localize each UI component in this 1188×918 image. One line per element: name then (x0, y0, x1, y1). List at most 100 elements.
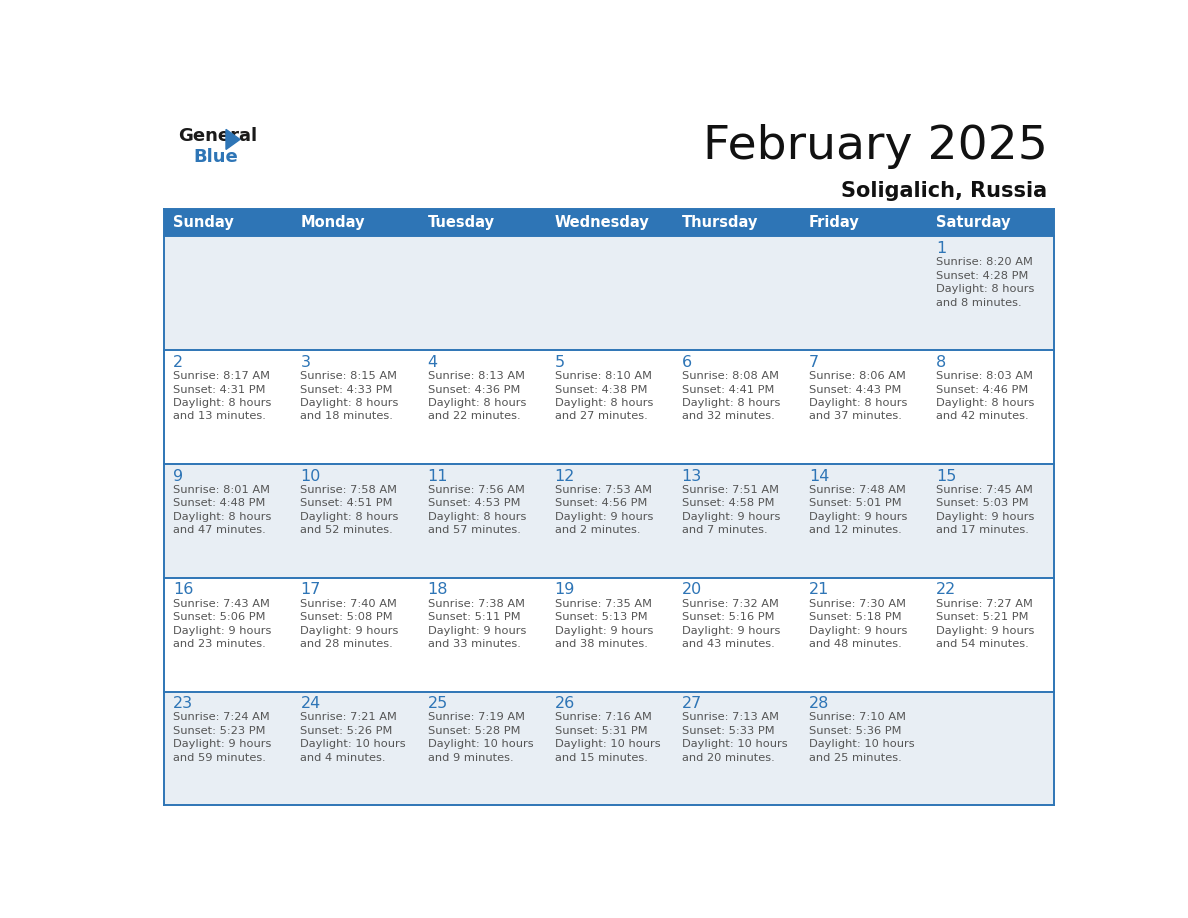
Text: Saturday: Saturday (936, 215, 1011, 230)
Text: Sunrise: 7:27 AM: Sunrise: 7:27 AM (936, 599, 1032, 609)
Text: Sunset: 4:41 PM: Sunset: 4:41 PM (682, 385, 775, 395)
Text: Daylight: 8 hours: Daylight: 8 hours (428, 398, 526, 408)
Text: Sunrise: 7:21 AM: Sunrise: 7:21 AM (301, 712, 397, 722)
Text: Blue: Blue (194, 148, 239, 166)
Text: Sunrise: 7:30 AM: Sunrise: 7:30 AM (809, 599, 905, 609)
Text: Daylight: 10 hours: Daylight: 10 hours (555, 739, 661, 749)
Bar (164, 577, 1054, 691)
Text: Sunrise: 8:20 AM: Sunrise: 8:20 AM (936, 257, 1032, 267)
Text: 19: 19 (555, 583, 575, 598)
Text: Sunset: 4:28 PM: Sunset: 4:28 PM (936, 271, 1029, 281)
Text: 4: 4 (428, 355, 437, 370)
Text: 28: 28 (809, 696, 829, 711)
Text: and 9 minutes.: and 9 minutes. (428, 753, 513, 763)
Text: 27: 27 (682, 696, 702, 711)
Text: 21: 21 (809, 583, 829, 598)
Text: Sunset: 4:36 PM: Sunset: 4:36 PM (428, 385, 520, 395)
Text: Thursday: Thursday (682, 215, 758, 230)
Text: 1: 1 (936, 241, 946, 256)
Bar (164, 465, 1054, 577)
Text: Sunrise: 7:10 AM: Sunrise: 7:10 AM (809, 712, 905, 722)
Text: and 7 minutes.: and 7 minutes. (682, 525, 767, 535)
Text: Daylight: 8 hours: Daylight: 8 hours (301, 398, 399, 408)
Text: 9: 9 (173, 469, 183, 484)
Text: Daylight: 9 hours: Daylight: 9 hours (682, 625, 781, 635)
Text: Sunrise: 8:10 AM: Sunrise: 8:10 AM (555, 371, 651, 381)
Text: and 52 minutes.: and 52 minutes. (301, 525, 393, 535)
Text: 16: 16 (173, 583, 194, 598)
Text: Daylight: 9 hours: Daylight: 9 hours (936, 512, 1035, 521)
Text: 12: 12 (555, 469, 575, 484)
Text: Sunset: 5:28 PM: Sunset: 5:28 PM (428, 726, 520, 736)
Text: and 43 minutes.: and 43 minutes. (682, 639, 775, 649)
Text: Sunset: 5:36 PM: Sunset: 5:36 PM (809, 726, 902, 736)
Text: Sunset: 5:26 PM: Sunset: 5:26 PM (301, 726, 393, 736)
Text: Sunrise: 7:58 AM: Sunrise: 7:58 AM (301, 485, 398, 495)
Text: Sunrise: 7:35 AM: Sunrise: 7:35 AM (555, 599, 651, 609)
Text: Daylight: 10 hours: Daylight: 10 hours (809, 739, 915, 749)
Text: Sunrise: 7:24 AM: Sunrise: 7:24 AM (173, 712, 270, 722)
Text: 15: 15 (936, 469, 956, 484)
Text: 2: 2 (173, 355, 183, 370)
Text: Sunset: 5:01 PM: Sunset: 5:01 PM (809, 498, 902, 509)
Text: Sunset: 4:43 PM: Sunset: 4:43 PM (809, 385, 902, 395)
Text: and 2 minutes.: and 2 minutes. (555, 525, 640, 535)
Text: and 42 minutes.: and 42 minutes. (936, 411, 1029, 421)
Text: Daylight: 8 hours: Daylight: 8 hours (936, 285, 1035, 294)
Text: Sunrise: 8:06 AM: Sunrise: 8:06 AM (809, 371, 905, 381)
Text: Sunrise: 7:16 AM: Sunrise: 7:16 AM (555, 712, 651, 722)
Text: Sunrise: 7:53 AM: Sunrise: 7:53 AM (555, 485, 651, 495)
Text: 11: 11 (428, 469, 448, 484)
Text: Sunset: 5:13 PM: Sunset: 5:13 PM (555, 612, 647, 622)
Text: 8: 8 (936, 355, 946, 370)
Text: Monday: Monday (301, 215, 365, 230)
Text: Friday: Friday (809, 215, 860, 230)
Text: Sunrise: 7:43 AM: Sunrise: 7:43 AM (173, 599, 270, 609)
Text: Sunset: 5:03 PM: Sunset: 5:03 PM (936, 498, 1029, 509)
Text: Sunset: 4:56 PM: Sunset: 4:56 PM (555, 498, 647, 509)
Text: February 2025: February 2025 (702, 124, 1048, 169)
Text: Daylight: 8 hours: Daylight: 8 hours (936, 398, 1035, 408)
Text: 26: 26 (555, 696, 575, 711)
Text: Daylight: 9 hours: Daylight: 9 hours (809, 512, 908, 521)
Text: Sunset: 4:38 PM: Sunset: 4:38 PM (555, 385, 647, 395)
Text: Wednesday: Wednesday (555, 215, 650, 230)
Text: and 37 minutes.: and 37 minutes. (809, 411, 902, 421)
Polygon shape (226, 129, 240, 150)
Text: 23: 23 (173, 696, 194, 711)
Text: Sunset: 4:51 PM: Sunset: 4:51 PM (301, 498, 393, 509)
Text: Sunset: 4:58 PM: Sunset: 4:58 PM (682, 498, 775, 509)
Text: Sunset: 5:23 PM: Sunset: 5:23 PM (173, 726, 266, 736)
Text: Sunrise: 7:38 AM: Sunrise: 7:38 AM (428, 599, 524, 609)
Text: Daylight: 9 hours: Daylight: 9 hours (301, 625, 399, 635)
Text: Sunrise: 8:15 AM: Sunrise: 8:15 AM (301, 371, 398, 381)
Text: Sunset: 5:31 PM: Sunset: 5:31 PM (555, 726, 647, 736)
Text: Daylight: 8 hours: Daylight: 8 hours (682, 398, 781, 408)
Text: Daylight: 9 hours: Daylight: 9 hours (428, 625, 526, 635)
Text: 6: 6 (682, 355, 691, 370)
Text: Sunrise: 7:40 AM: Sunrise: 7:40 AM (301, 599, 397, 609)
Text: and 27 minutes.: and 27 minutes. (555, 411, 647, 421)
Text: Daylight: 8 hours: Daylight: 8 hours (173, 398, 272, 408)
Text: and 57 minutes.: and 57 minutes. (428, 525, 520, 535)
Text: 22: 22 (936, 583, 956, 598)
Text: Daylight: 10 hours: Daylight: 10 hours (301, 739, 406, 749)
Text: 25: 25 (428, 696, 448, 711)
Text: Daylight: 10 hours: Daylight: 10 hours (428, 739, 533, 749)
Text: and 8 minutes.: and 8 minutes. (936, 297, 1022, 308)
Text: Daylight: 9 hours: Daylight: 9 hours (555, 625, 653, 635)
Text: Sunset: 5:18 PM: Sunset: 5:18 PM (809, 612, 902, 622)
Text: Sunset: 4:53 PM: Sunset: 4:53 PM (428, 498, 520, 509)
Text: and 28 minutes.: and 28 minutes. (301, 639, 393, 649)
Text: Sunset: 4:33 PM: Sunset: 4:33 PM (301, 385, 393, 395)
Bar (164, 351, 1054, 465)
Text: Daylight: 9 hours: Daylight: 9 hours (809, 625, 908, 635)
Text: Daylight: 9 hours: Daylight: 9 hours (555, 512, 653, 521)
Text: and 25 minutes.: and 25 minutes. (809, 753, 902, 763)
Text: Daylight: 8 hours: Daylight: 8 hours (809, 398, 908, 408)
Text: Sunset: 5:06 PM: Sunset: 5:06 PM (173, 612, 266, 622)
Text: and 59 minutes.: and 59 minutes. (173, 753, 266, 763)
Text: Sunrise: 8:17 AM: Sunrise: 8:17 AM (173, 371, 271, 381)
Text: Daylight: 9 hours: Daylight: 9 hours (936, 625, 1035, 635)
Text: and 15 minutes.: and 15 minutes. (555, 753, 647, 763)
